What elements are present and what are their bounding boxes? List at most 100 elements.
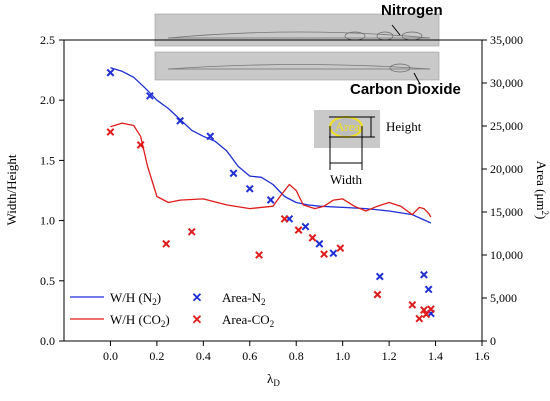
x-tick-label: 1.2 (382, 349, 397, 363)
y-right-tick-label: 10,000 (490, 248, 523, 262)
y-left-tick-label: 1.0 (40, 214, 55, 228)
point-stroke (375, 272, 384, 281)
legend-area-co2-marker: ✕ (192, 312, 203, 327)
point-stroke (176, 116, 185, 125)
y-left-axis-label: Width/Height (4, 154, 19, 225)
x-tick-label: 0.2 (149, 349, 164, 363)
point-stroke (255, 251, 263, 259)
annotation-area: Area (335, 119, 360, 134)
point-area-co2 (427, 305, 435, 314)
legend-wh-n2: W/H (N2) (110, 290, 161, 307)
legend-wh-co2-close: ) (165, 312, 169, 327)
point-stroke (146, 91, 154, 100)
x-axis-label: λD (267, 371, 280, 388)
legend-area-co2-sub: 2 (270, 319, 275, 329)
point-stroke (301, 222, 310, 231)
point-area-co2 (420, 306, 428, 314)
legend-wh-co2: W/H (CO2) (110, 312, 170, 329)
point-area-n2 (301, 222, 310, 231)
point-stroke (294, 226, 303, 234)
point-stroke (420, 306, 428, 314)
co2-pointer (413, 72, 421, 85)
legend-area-co2-main: Area-CO (222, 312, 270, 327)
legend-area-n2: Area-N2 (222, 290, 265, 307)
point-area-co2 (187, 227, 196, 236)
point-area-co2 (308, 233, 317, 242)
x-tick-label: 0.8 (289, 349, 304, 363)
point-stroke (229, 169, 238, 178)
y-left-tick-label: 1.5 (40, 153, 55, 167)
point-stroke (187, 227, 196, 236)
y-left-tick-label: 0.5 (40, 274, 55, 288)
point-area-n2 (375, 272, 384, 281)
point-stroke (245, 184, 254, 193)
legend-area-n2-main: Area-N (222, 290, 262, 305)
y-left-tick-label: 2.0 (40, 93, 55, 107)
point-area-n2 (206, 132, 215, 141)
point-stroke (280, 214, 289, 223)
y-left-tick-label: 2.5 (40, 33, 55, 47)
y-left-axis-ticks: 0.0 0.5 1.0 1.5 2.0 2.5 (40, 33, 64, 348)
y-left-tick-label: 0.0 (40, 334, 55, 348)
point-area-co2 (136, 141, 145, 149)
y-right-tick-label: 15,000 (490, 205, 523, 219)
y-right-axis-label: Area (μm2) (534, 161, 550, 220)
point-stroke (336, 244, 345, 253)
x-tick-label: 0.4 (196, 349, 211, 363)
y-right-tick-label: 20,000 (490, 162, 523, 176)
point-area-n2 (266, 196, 275, 204)
legend-wh-co2-sub: 2 (161, 319, 166, 329)
x-axis-ticks: 0.0 0.2 0.4 0.6 0.8 1.0 1.2 1.4 1.6 (103, 341, 490, 363)
point-area-co2 (162, 239, 171, 248)
inset-co2-image (154, 51, 440, 81)
y-right-axis-ticks: 0 5,000 10,000 15,000 20,000 25,000 30,000 35,0… (482, 33, 523, 348)
point-stroke (315, 239, 324, 248)
x-label-main: λ (267, 371, 274, 386)
point-stroke (420, 270, 428, 279)
point-area-co2 (415, 314, 424, 323)
point-area-n2 (229, 169, 238, 178)
point-stroke (136, 141, 145, 149)
legend-wh-n2-main: W/H (N (110, 290, 153, 305)
x-tick-label: 1.6 (475, 349, 490, 363)
series-layer (106, 67, 435, 323)
point-stroke (206, 132, 215, 141)
legend: W/H (N2) ✕ Area-N2 W/H (CO2) ✕ Area-CO2 (70, 290, 274, 329)
legend-wh-n2-close: ) (157, 290, 161, 305)
point-stroke (329, 249, 338, 258)
point-area-co2 (320, 250, 328, 259)
y-right-tick-label: 35,000 (490, 33, 523, 47)
point-area-n2 (245, 184, 254, 193)
legend-wh-co2-main: W/H (CO (110, 312, 161, 327)
point-area-n2 (424, 285, 433, 294)
point-stroke (106, 128, 115, 136)
point-area-co2 (336, 244, 345, 253)
legend-area-n2-marker: ✕ (192, 290, 203, 305)
y-right-label-main: Area (μm (534, 161, 549, 211)
nitrogen-pointer (391, 24, 401, 36)
point-stroke (162, 239, 171, 248)
legend-area-co2: Area-CO2 (222, 312, 274, 329)
point-area-co2 (373, 290, 382, 299)
point-stroke (106, 68, 115, 77)
y-right-label-sup: 2 (540, 211, 550, 216)
point-stroke (308, 233, 317, 242)
point-area-co2 (280, 214, 289, 223)
point-area-n2 (315, 239, 324, 248)
y-right-tick-label: 30,000 (490, 76, 523, 90)
y-right-label-close: ) (534, 215, 549, 219)
point-area-co2 (408, 300, 417, 309)
point-stroke (415, 314, 424, 323)
x-tick-label: 0.6 (242, 349, 257, 363)
annotation-width: Width (330, 172, 362, 187)
series-line-w-h-n2 (110, 67, 432, 224)
point-stroke (408, 300, 417, 309)
y-right-tick-label: 25,000 (490, 119, 523, 133)
point-stroke (266, 196, 275, 204)
point-stroke (320, 250, 328, 259)
point-stroke (424, 285, 433, 294)
y-right-tick-label: 5,000 (490, 291, 517, 305)
point-area-co2 (106, 128, 115, 136)
point-area-co2 (255, 251, 263, 259)
